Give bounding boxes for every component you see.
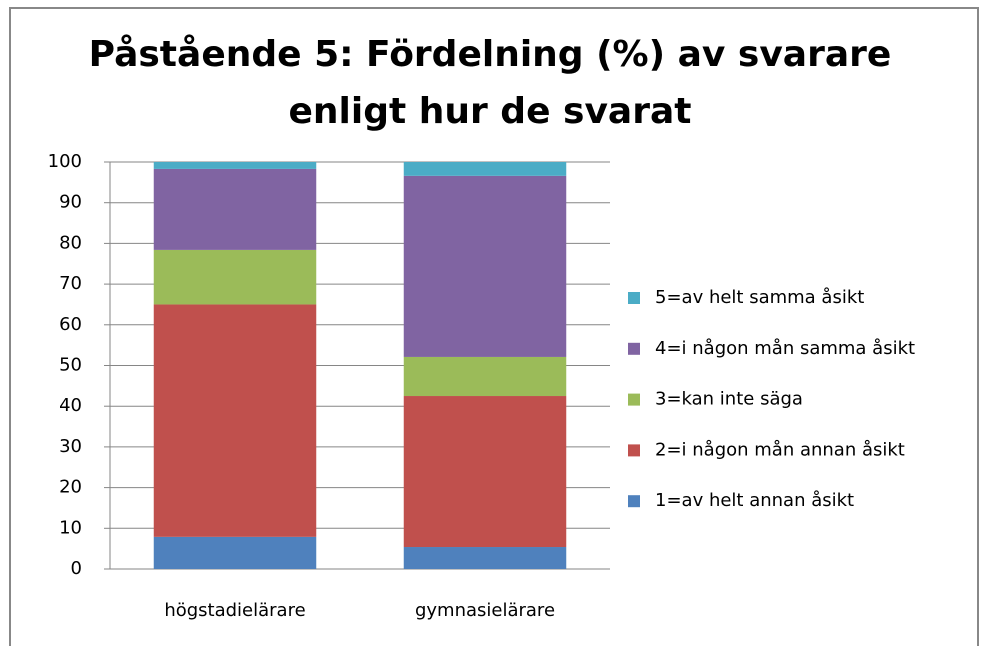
legend-swatch <box>628 342 640 355</box>
y-tick-label: 80 <box>59 232 82 253</box>
y-tick-label: 30 <box>59 436 82 457</box>
bar-segment <box>153 536 317 569</box>
x-tick-label: gymnasielärare <box>415 600 555 621</box>
bar-segment <box>403 396 567 548</box>
legend-label: 5=av helt samma åsikt <box>655 287 864 308</box>
bar-segment <box>403 162 567 176</box>
legend-swatch <box>628 444 640 457</box>
legend-label: 3=kan inte säga <box>655 389 803 410</box>
y-tick-label: 10 <box>59 517 82 538</box>
y-tick-label: 20 <box>59 477 82 498</box>
y-tick-label: 0 <box>71 558 82 579</box>
bar-segment <box>153 304 317 537</box>
bar-segment <box>153 168 317 250</box>
y-tick-label: 100 <box>48 151 82 172</box>
y-tick-label: 70 <box>59 273 82 294</box>
bar-segment <box>153 249 317 305</box>
legend-swatch <box>628 495 640 508</box>
chart-border <box>9 7 979 646</box>
x-tick-label: högstadielärare <box>164 600 305 621</box>
legend-label: 2=i någon mån annan åsikt <box>655 439 905 460</box>
bar-segment <box>403 356 567 397</box>
y-tick-label: 90 <box>59 192 82 213</box>
y-tick-label: 50 <box>59 355 82 376</box>
legend-swatch <box>628 292 640 304</box>
legend-label: 4=i någon mån samma åsikt <box>655 338 915 359</box>
legend-swatch <box>628 393 640 406</box>
y-tick-label: 60 <box>59 314 82 335</box>
chart-title: enligt hur de svarat <box>289 91 692 132</box>
legend-label: 1=av helt annan åsikt <box>655 490 854 511</box>
chart-title: Påstående 5: Fördelning (%) av svarare <box>89 34 892 75</box>
bar-segment <box>403 175 567 357</box>
y-tick-label: 40 <box>59 395 82 416</box>
bar-segment <box>153 162 317 169</box>
bar-segment <box>403 547 567 569</box>
